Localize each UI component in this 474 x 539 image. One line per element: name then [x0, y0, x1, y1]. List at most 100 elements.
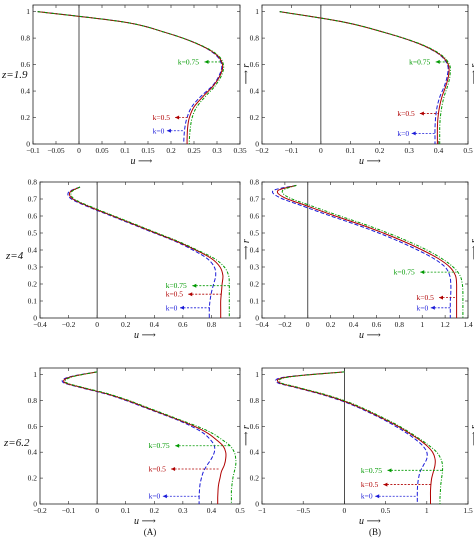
x-tick-label: 0.5	[463, 146, 473, 155]
y-tick-label: 0.3	[28, 263, 38, 272]
annotation-arrow-head	[411, 131, 416, 136]
annotation-arrow-head	[383, 482, 388, 487]
y-tick-label: 1	[26, 7, 30, 16]
annotation-label: k=0.75	[149, 441, 170, 450]
x-tick-label: −0.1	[285, 146, 299, 155]
y-tick-label: 0	[255, 140, 259, 149]
x-tick-label: 1.2	[440, 320, 450, 329]
series-line-k=0	[279, 11, 449, 144]
series-line-k=0.5	[68, 186, 224, 318]
x-tick-label: 0.2	[375, 146, 385, 155]
annotation-label: k=0.75	[178, 57, 199, 66]
x-tick-label: 1	[425, 506, 429, 515]
y-tick-label: 0.4	[28, 448, 38, 457]
x-tick-label: −1	[258, 506, 266, 515]
y-tick-label: 0	[255, 314, 259, 323]
annotation-arrow-head	[175, 115, 180, 120]
annotation-label: k=0.75	[394, 268, 415, 277]
y-axis-label: ⟶ r	[469, 425, 474, 446]
annotation-label: k=0	[397, 129, 409, 138]
y-tick-label: 1	[255, 7, 259, 16]
y-axis-label: ⟶ r	[241, 64, 252, 85]
plot-frame	[261, 4, 469, 145]
x-axis-label: u ⟶	[359, 516, 381, 527]
y-tick-label: 0.4	[250, 246, 260, 255]
panel-B-z=4: −0.4 −0.2 0 0.2 0.4 0.6 0.8 1 1.2 1.4 0 0.1 0.2 0.3 0.…	[250, 178, 474, 342]
y-tick-label: 0	[255, 500, 259, 509]
x-tick-label: 0.2	[166, 146, 176, 155]
annotation-label: k=0.5	[153, 113, 171, 122]
series-line-k=0.75	[37, 11, 225, 145]
y-tick-label: 0.4	[250, 87, 260, 96]
x-tick-label: −0.05	[47, 146, 65, 155]
annotation-label: k=0	[149, 492, 161, 501]
row-label-text: z=4	[5, 250, 24, 262]
x-tick-label: 0.5	[235, 506, 245, 515]
annotation-arrow-head	[419, 111, 424, 116]
annotation-arrow-head	[204, 59, 209, 64]
annotation-arrow-head	[175, 443, 180, 448]
y-tick-label: 0.8	[250, 34, 260, 43]
y-tick-label: 0.6	[28, 422, 38, 431]
y-tick-label: 0	[26, 140, 30, 149]
series-line-k=0.5	[276, 184, 458, 318]
y-tick-label: 0.7	[250, 195, 260, 204]
x-tick-label: 0.2	[150, 506, 160, 515]
annotation-label: k=0.75	[166, 281, 187, 290]
y-tick-label: 0.5	[250, 229, 260, 238]
x-tick-label: 0.3	[178, 506, 188, 515]
x-tick-label: 0	[343, 506, 347, 515]
x-axis-label: u ⟶	[359, 156, 381, 167]
x-axis-label: u ⟶	[134, 516, 156, 527]
x-tick-label: 0	[95, 506, 99, 515]
plot-frame	[32, 4, 241, 145]
annotation-arrow-head	[420, 270, 425, 275]
annotation-label: k=0	[153, 126, 165, 135]
y-tick-label: 0	[33, 314, 37, 323]
annotation-arrow-head	[180, 305, 185, 310]
y-axis-label: ⟶ r	[469, 239, 474, 260]
annotation-label: k=0	[417, 303, 429, 312]
x-tick-label: 0.5	[381, 506, 391, 515]
y-tick-label: 0.5	[28, 229, 38, 238]
x-tick-label: 0.25	[187, 146, 200, 155]
row-label-z1.9: z=1.9	[1, 69, 28, 81]
y-tick-label: 0.2	[250, 474, 260, 483]
annotation-label: k=0	[166, 303, 178, 312]
y-tick-label: 0.8	[28, 396, 38, 405]
plot-frame	[261, 367, 469, 505]
annotation-label: k=0	[361, 492, 373, 501]
x-tick-label: −0.1	[62, 506, 76, 515]
annotation-arrow-head	[435, 59, 440, 64]
y-tick-label: 0.7	[28, 195, 38, 204]
row-label-text: z=1.9	[1, 69, 28, 81]
annotation-arrow-head	[171, 467, 176, 472]
series-line-k=0.75	[279, 11, 451, 144]
series-line-k=0	[67, 186, 217, 319]
x-tick-label: 0.8	[207, 320, 217, 329]
annotation-arrow-head	[375, 494, 380, 499]
panel-A-z=4: −0.4 −0.2 0 0.2 0.4 0.6 0.8 1 0 0.1 0.2 0.3 0.4 0.5 0.…	[28, 178, 252, 342]
x-tick-label: 0.4	[349, 320, 359, 329]
panel-A-z=6.2: −0.2 −0.1 0 0.1 0.2 0.3 0.4 0.5 0 0.2 0.4 0.6 0.8 1 u …	[28, 367, 252, 527]
x-tick-label: 0.6	[178, 320, 188, 329]
x-tick-label: 0.2	[121, 320, 131, 329]
x-tick-label: 0.8	[395, 320, 405, 329]
y-tick-label: 0.8	[28, 178, 38, 187]
panels: −0.1 −0.05 0 0.05 0.1 0.15 0.2 0.25 0.3 0.35 0 0.2 0…	[21, 4, 474, 527]
x-tick-label: −0.4	[33, 320, 47, 329]
y-tick-label: 0.8	[250, 178, 260, 187]
row-label-z4: z=4	[5, 250, 24, 262]
y-tick-label: 1	[255, 370, 259, 379]
column-label-b: (B)	[369, 527, 381, 537]
series-line-k=0.75	[70, 186, 230, 318]
annotation-arrow-head	[188, 292, 193, 297]
x-tick-label: −0.2	[33, 506, 47, 515]
series-line-k=0	[61, 371, 216, 504]
annotation-label: k=0.75	[409, 57, 430, 66]
y-tick-label: 0	[33, 500, 37, 509]
annotation-arrow-head	[430, 305, 435, 310]
annotation-arrow-head	[162, 494, 167, 499]
x-tick-label: 1.5	[463, 506, 473, 515]
series-line-k=0.75	[64, 371, 237, 504]
